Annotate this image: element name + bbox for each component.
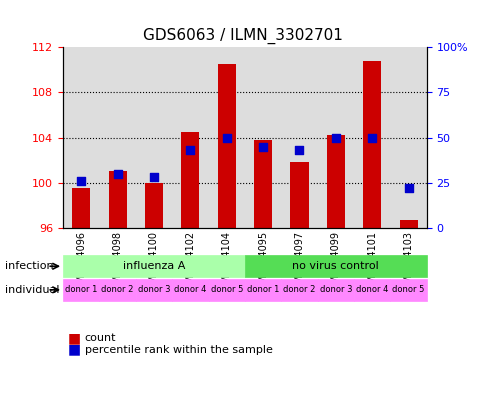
Text: influenza A: influenza A (122, 261, 185, 271)
Text: donor 1: donor 1 (246, 285, 279, 294)
Text: donor 2: donor 2 (101, 285, 134, 294)
Bar (254, 140, 272, 228)
Bar (181, 132, 199, 228)
Point (186, 147, 194, 153)
Point (222, 134, 230, 141)
Point (295, 147, 303, 153)
Bar (281, 47, 317, 228)
Bar (99, 47, 136, 228)
Text: donor 4: donor 4 (174, 285, 206, 294)
Point (368, 134, 376, 141)
Point (77, 178, 85, 184)
Bar (208, 47, 244, 228)
Point (113, 171, 121, 177)
Text: individual: individual (5, 285, 59, 295)
Bar (363, 61, 380, 228)
Bar (217, 64, 235, 228)
Text: ■: ■ (68, 331, 81, 345)
Text: donor 5: donor 5 (210, 285, 242, 294)
Text: count: count (85, 333, 116, 343)
Bar (244, 47, 281, 228)
Bar (63, 47, 99, 228)
Text: no virus control: no virus control (292, 261, 378, 271)
Bar (72, 188, 90, 228)
Text: infection: infection (5, 261, 53, 271)
Bar (108, 171, 126, 228)
Point (258, 143, 266, 150)
Point (331, 134, 339, 141)
Bar (399, 220, 417, 228)
Text: donor 1: donor 1 (65, 285, 97, 294)
Text: donor 4: donor 4 (355, 285, 388, 294)
Text: percentile rank within the sample: percentile rank within the sample (85, 345, 272, 355)
Bar (390, 47, 426, 228)
Bar (290, 162, 308, 228)
Bar (317, 47, 353, 228)
Point (404, 185, 411, 191)
Text: GDS6063 / ILMN_3302701: GDS6063 / ILMN_3302701 (142, 28, 342, 44)
Bar (136, 47, 172, 228)
Bar (326, 135, 344, 228)
Point (150, 174, 157, 180)
Text: donor 3: donor 3 (137, 285, 170, 294)
Text: donor 5: donor 5 (392, 285, 424, 294)
Bar (353, 47, 390, 228)
Bar (172, 47, 208, 228)
Text: donor 3: donor 3 (319, 285, 351, 294)
Bar (145, 183, 163, 228)
Text: donor 2: donor 2 (283, 285, 315, 294)
Text: ■: ■ (68, 343, 81, 357)
